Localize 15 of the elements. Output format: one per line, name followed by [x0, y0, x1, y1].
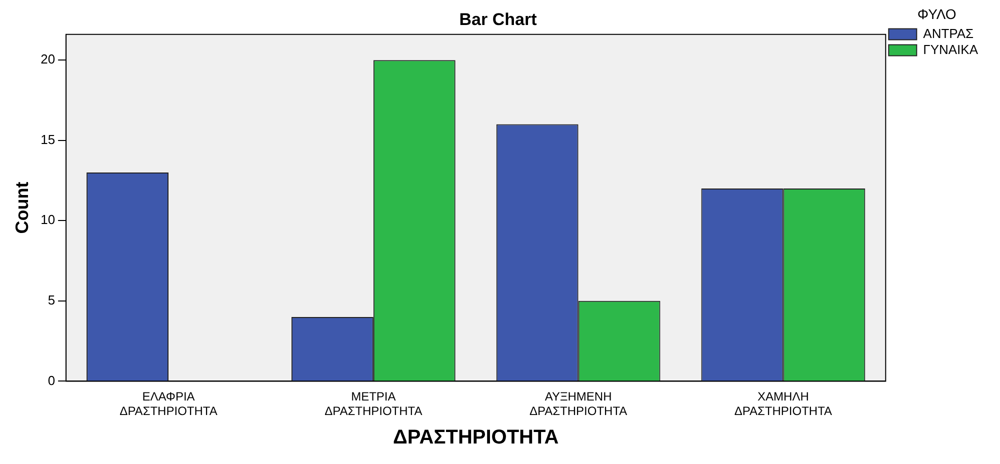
y-tick-label: 10 — [40, 212, 56, 228]
x-tick-label: ΧΑΜΗΛΗ ΔΡΑΣΤΗΡΙΟΤΗΤΑ — [734, 390, 832, 418]
x-tick-label: ΜΕΤΡΙΑ ΔΡΑΣΤΗΡΙΟΤΗΤΑ — [324, 390, 422, 418]
y-tick-label: 20 — [40, 52, 56, 67]
x-tick-label: ΕΛΑΦΡΙΑ ΔΡΑΣΤΗΡΙΟΤΗΤΑ — [120, 390, 218, 418]
legend-label: ΑΝΤΡΑΣ — [923, 26, 974, 41]
x-axis-title: ΔΡΑΣΤΗΡΙΟΤΗΤΑ — [393, 426, 559, 449]
y-tick-label: 0 — [48, 372, 56, 388]
chart-title: Bar Chart — [459, 10, 538, 29]
legend-title: ΦΥΛΟ — [917, 6, 956, 22]
legend-label: ΓΥΝΑΙΚΑ — [923, 42, 978, 57]
y-axis-title: Count — [12, 182, 32, 234]
y-tick-label: 15 — [40, 132, 56, 147]
x-tick-label: ΑΥΞΗΜΕΝΗ ΔΡΑΣΤΗΡΙΟΤΗΤΑ — [529, 390, 628, 418]
y-tick-label: 5 — [48, 292, 56, 308]
